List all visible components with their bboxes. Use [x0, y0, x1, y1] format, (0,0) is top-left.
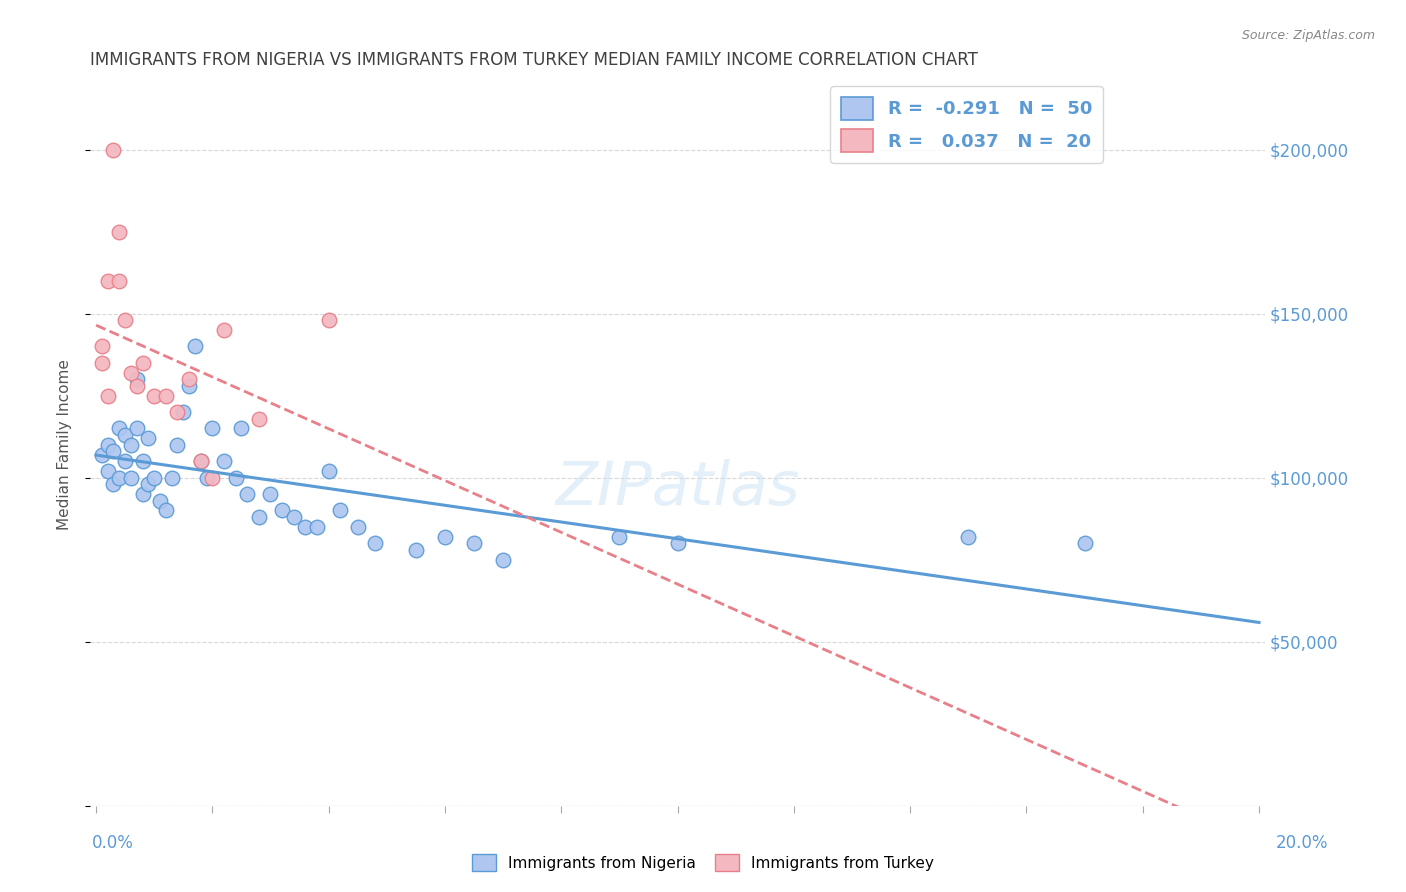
- Point: [184, 339, 207, 353]
- Point: [114, 454, 136, 468]
- Text: IMMIGRANTS FROM NIGERIA VS IMMIGRANTS FROM TURKEY MEDIAN FAMILY INCOME CORRELATI: IMMIGRANTS FROM NIGERIA VS IMMIGRANTS FR…: [90, 51, 979, 69]
- Point: [120, 471, 142, 485]
- Point: [120, 438, 142, 452]
- Point: [160, 471, 183, 485]
- Point: [120, 366, 142, 380]
- Point: [108, 471, 131, 485]
- Point: [97, 389, 120, 403]
- Point: [201, 471, 224, 485]
- Point: [90, 356, 112, 370]
- Point: [1073, 536, 1095, 550]
- Point: [149, 493, 172, 508]
- Point: [131, 356, 153, 370]
- Text: Source: ZipAtlas.com: Source: ZipAtlas.com: [1241, 29, 1375, 43]
- Point: [271, 503, 294, 517]
- Point: [138, 477, 160, 491]
- Point: [433, 530, 456, 544]
- Point: [201, 421, 224, 435]
- Text: ZIPatlas: ZIPatlas: [555, 458, 800, 517]
- Point: [364, 536, 387, 550]
- Point: [172, 405, 194, 419]
- Point: [231, 421, 253, 435]
- Point: [90, 448, 112, 462]
- Point: [97, 438, 120, 452]
- Point: [103, 477, 125, 491]
- Point: [247, 411, 270, 425]
- Point: [97, 274, 120, 288]
- Point: [108, 274, 131, 288]
- Legend: R =  -0.291   N =  50, R =   0.037   N =  20: R = -0.291 N = 50, R = 0.037 N = 20: [830, 86, 1104, 163]
- Point: [90, 339, 112, 353]
- Point: [405, 542, 427, 557]
- Point: [103, 143, 125, 157]
- Point: [666, 536, 689, 550]
- Point: [318, 313, 340, 327]
- Point: [143, 389, 166, 403]
- Point: [125, 421, 148, 435]
- Point: [236, 487, 259, 501]
- Point: [305, 520, 328, 534]
- Point: [212, 454, 235, 468]
- Point: [131, 454, 153, 468]
- Point: [108, 225, 131, 239]
- Point: [155, 503, 177, 517]
- Point: [114, 313, 136, 327]
- Point: [114, 428, 136, 442]
- Point: [125, 379, 148, 393]
- Point: [190, 454, 212, 468]
- Point: [166, 438, 188, 452]
- Legend: Immigrants from Nigeria, Immigrants from Turkey: Immigrants from Nigeria, Immigrants from…: [465, 848, 941, 877]
- Point: [463, 536, 485, 550]
- Point: [294, 520, 316, 534]
- Point: [957, 530, 980, 544]
- Point: [247, 510, 270, 524]
- Point: [166, 405, 188, 419]
- Point: [138, 431, 160, 445]
- Point: [346, 520, 368, 534]
- Y-axis label: Median Family Income: Median Family Income: [58, 359, 72, 531]
- Text: 0.0%: 0.0%: [91, 834, 134, 852]
- Point: [609, 530, 631, 544]
- Point: [259, 487, 281, 501]
- Point: [155, 389, 177, 403]
- Point: [177, 372, 200, 386]
- Point: [125, 372, 148, 386]
- Point: [318, 464, 340, 478]
- Point: [143, 471, 166, 485]
- Point: [190, 454, 212, 468]
- Point: [108, 421, 131, 435]
- Point: [177, 379, 200, 393]
- Point: [212, 323, 235, 337]
- Point: [225, 471, 247, 485]
- Point: [283, 510, 305, 524]
- Point: [492, 552, 515, 566]
- Point: [103, 444, 125, 458]
- Point: [97, 464, 120, 478]
- Text: 20.0%: 20.0%: [1277, 834, 1329, 852]
- Point: [195, 471, 218, 485]
- Point: [329, 503, 352, 517]
- Point: [131, 487, 153, 501]
